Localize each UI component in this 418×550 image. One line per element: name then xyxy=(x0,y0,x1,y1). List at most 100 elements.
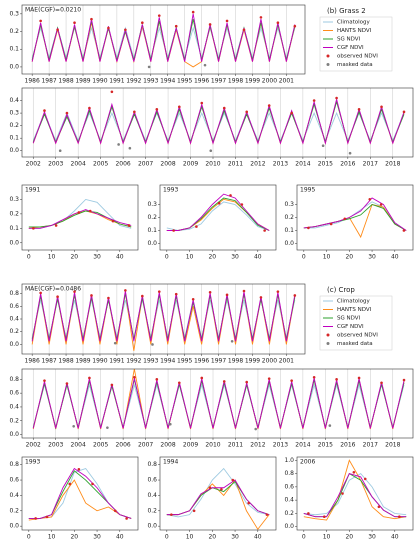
data-point xyxy=(111,219,115,223)
series-group xyxy=(31,289,297,351)
data-point xyxy=(174,24,178,28)
x-tick-label: 1999 xyxy=(245,358,260,365)
data-point xyxy=(113,509,117,513)
plot-frame xyxy=(21,368,414,439)
x-tick-label: 2009 xyxy=(183,442,198,449)
x-tick-label: 2004 xyxy=(71,442,86,449)
x-tick-label: 2005 xyxy=(93,161,108,168)
data-point xyxy=(259,296,263,299)
plot-frame xyxy=(159,184,277,251)
data-point xyxy=(141,21,144,24)
data-point xyxy=(65,111,69,115)
x-tick-label: 1991 xyxy=(109,78,124,85)
data-line xyxy=(166,201,270,231)
y-tick-label: 0.2 xyxy=(147,214,157,221)
y-tick-label: 0.1 xyxy=(284,227,294,234)
data-point xyxy=(90,17,93,21)
x-tick-label: 1993 xyxy=(143,358,158,365)
x-tick-label: 2018 xyxy=(385,161,400,168)
data-point xyxy=(276,290,280,293)
x-tick-label: 2014 xyxy=(295,442,310,449)
data-point xyxy=(113,341,117,345)
x-tick-label: 20 xyxy=(345,254,353,261)
y-tick-label: 0.2 xyxy=(9,210,19,217)
data-point xyxy=(263,229,266,232)
panel-annotation: 1991 xyxy=(25,187,40,194)
y-tick-label: 0.0 xyxy=(147,523,157,530)
data-point xyxy=(157,290,161,293)
data-point xyxy=(247,501,251,505)
data-point xyxy=(39,291,42,295)
plot-frame xyxy=(296,184,414,251)
data-point xyxy=(328,424,332,427)
x-tick-label: 40 xyxy=(391,254,399,261)
data-point xyxy=(177,381,181,385)
x-tick-label: 1986 xyxy=(25,78,40,85)
data-point xyxy=(73,21,76,24)
data-point xyxy=(155,108,159,111)
legend-label: HANTS NDVI xyxy=(337,307,372,313)
x-tick-label: 1994 xyxy=(160,358,175,365)
data-point xyxy=(172,229,175,232)
data-point xyxy=(208,290,212,294)
data-point xyxy=(141,294,144,298)
data-line xyxy=(303,197,407,231)
data-point xyxy=(368,198,372,201)
plot-area xyxy=(22,457,138,530)
data-point xyxy=(43,109,46,112)
data-point xyxy=(379,203,383,206)
data-point xyxy=(54,224,58,227)
data-point xyxy=(157,14,161,17)
legend-label: SG NDVI xyxy=(337,316,361,322)
data-point xyxy=(77,211,81,214)
data-point xyxy=(276,21,280,24)
y-tick-label: 0.2 xyxy=(9,507,19,514)
data-point xyxy=(231,478,235,482)
x-tick-label: 40 xyxy=(254,254,262,261)
data-point xyxy=(200,376,204,380)
x-tick-label: 0 xyxy=(302,534,306,541)
x-tick-label: 2012 xyxy=(250,442,265,449)
data-line xyxy=(32,377,405,429)
series-group xyxy=(28,198,132,230)
data-point xyxy=(191,10,195,14)
data-point xyxy=(68,482,72,486)
x-tick-label: 2008 xyxy=(160,161,175,168)
x-tick-label: 2015 xyxy=(318,442,333,449)
y-tick-label: 0.8 xyxy=(284,470,294,477)
x-tick-label: 2005 xyxy=(93,442,108,449)
y-tick-label: 0.0 xyxy=(9,431,19,438)
y-tick-label: 0.3 xyxy=(9,110,19,117)
data-point xyxy=(240,203,244,206)
data-point xyxy=(343,217,347,221)
data-point xyxy=(155,378,159,381)
data-point xyxy=(312,99,316,102)
data-point xyxy=(110,383,114,387)
y-tick-label: 0.8 xyxy=(147,461,157,468)
x-tick-label: 1993 xyxy=(143,78,158,85)
x-tick-label: 2013 xyxy=(273,442,288,449)
y-tick-label: 0.0 xyxy=(9,147,19,154)
y-tick-label: 0.4 xyxy=(9,316,19,323)
legend-label: masked data xyxy=(337,341,373,347)
data-point xyxy=(225,19,229,23)
data-point xyxy=(88,376,91,380)
data-line xyxy=(166,467,270,518)
data-point xyxy=(39,19,42,23)
data-point xyxy=(203,63,207,67)
panel-annotation: 1993 xyxy=(25,459,40,466)
x-tick-label: 30 xyxy=(368,254,376,261)
data-point xyxy=(321,144,325,148)
y-tick-label: 0.6 xyxy=(147,477,157,484)
plot-area xyxy=(297,457,413,530)
x-tick-label: 30 xyxy=(231,534,239,541)
plot-frame xyxy=(21,184,139,251)
series-group xyxy=(32,369,406,431)
legend-label: CGF NDVI xyxy=(337,45,364,51)
x-tick-label: 1987 xyxy=(41,78,56,85)
panel-title: (c) Crop xyxy=(327,286,355,294)
data-point xyxy=(307,512,310,515)
data-point xyxy=(209,149,213,153)
data-point xyxy=(56,28,59,32)
